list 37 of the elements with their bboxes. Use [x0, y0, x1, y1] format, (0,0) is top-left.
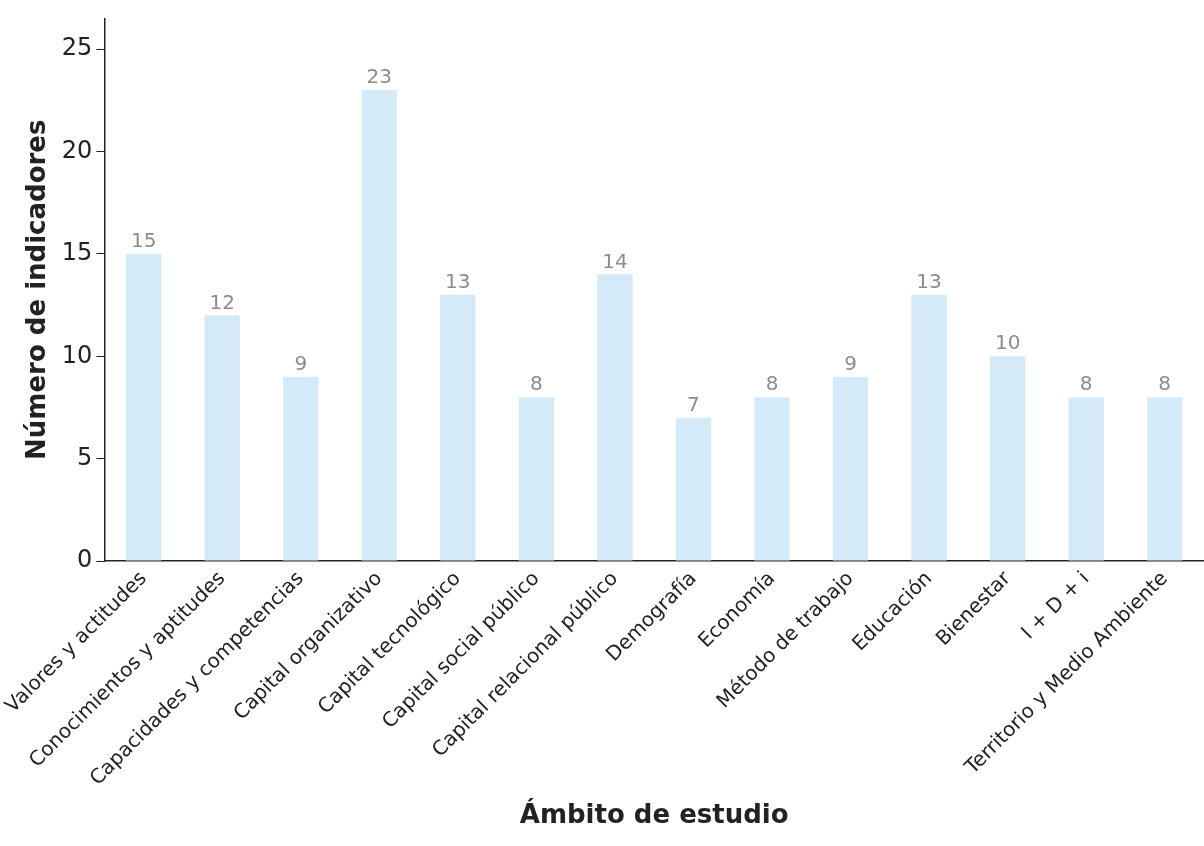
bar — [754, 397, 790, 561]
data-label: 15 — [130, 228, 157, 253]
data-label: 23 — [366, 64, 393, 89]
y-tick-label: 25 — [61, 33, 93, 62]
data-label: 8 — [1158, 371, 1172, 396]
bar — [597, 274, 633, 561]
bar — [989, 356, 1026, 561]
data-label: 9 — [294, 350, 308, 375]
data-label: 13 — [445, 269, 471, 294]
bar — [675, 417, 712, 561]
data-label: 12 — [209, 289, 235, 314]
data-label: 10 — [994, 330, 1021, 355]
y-tick-label: 5 — [77, 442, 93, 471]
data-label: 8 — [1079, 371, 1093, 396]
y-tick-label: 15 — [61, 238, 93, 267]
bar — [911, 294, 947, 561]
x-axis-title: Ámbito de estudio — [519, 798, 789, 830]
bar — [361, 90, 397, 561]
data-label: 8 — [765, 371, 779, 396]
data-label: 8 — [530, 371, 543, 396]
data-label: 14 — [602, 248, 628, 273]
bar — [440, 294, 476, 561]
y-tick-label: 10 — [61, 340, 93, 369]
y-tick-label: 20 — [61, 135, 93, 164]
bar — [204, 315, 240, 561]
bar — [283, 376, 319, 561]
bar — [518, 397, 555, 561]
data-label: 7 — [687, 391, 700, 416]
data-label: 9 — [844, 350, 857, 375]
bar — [1068, 397, 1104, 561]
bar — [125, 253, 162, 561]
bar — [1147, 397, 1183, 561]
data-label: 13 — [916, 269, 942, 294]
x-tick-label: I + D + i — [1015, 565, 1094, 644]
bar — [832, 376, 869, 561]
y-tick-label: 0 — [77, 545, 93, 574]
y-axis-title: Número de indicadores — [20, 119, 51, 460]
